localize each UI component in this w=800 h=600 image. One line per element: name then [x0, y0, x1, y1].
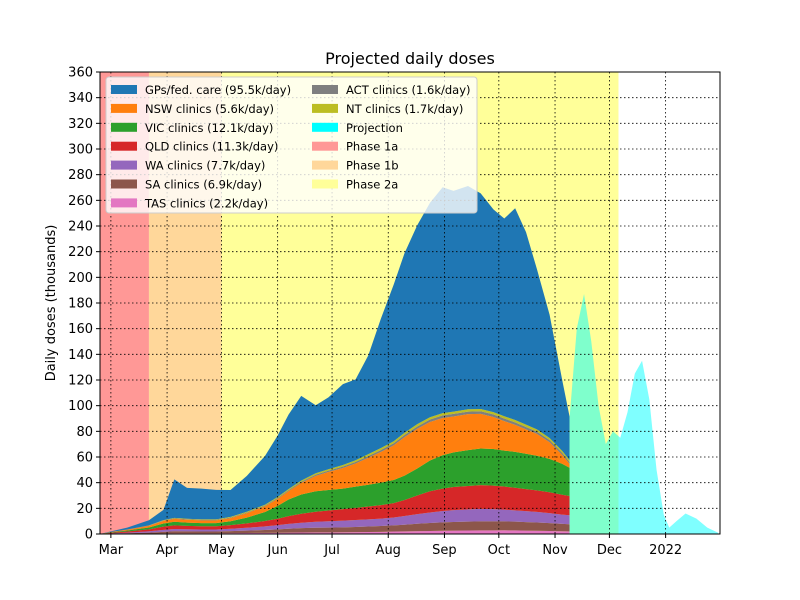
- series-area-3: [100, 508, 570, 534]
- y-axis-label: Daily doses (thousands): [44, 225, 59, 382]
- stacked-areas: [100, 185, 570, 534]
- x-tick-label: Dec: [597, 543, 622, 558]
- legend-box: [105, 76, 478, 214]
- series-area-1: [100, 530, 570, 534]
- x-tick-label: Aug: [376, 543, 401, 558]
- legend-swatch: [312, 122, 338, 132]
- series-area-2: [100, 521, 570, 534]
- projection-area: [569, 294, 719, 534]
- legend-swatch: [111, 141, 137, 151]
- legend-swatch: [111, 198, 137, 208]
- legend-swatch: [111, 103, 137, 113]
- legend-label: Phase 1a: [346, 140, 398, 154]
- y-tick-label: 120: [68, 374, 93, 389]
- y-tick-label: 140: [68, 348, 93, 363]
- legend-label: VIC clinics (12.1k/day): [145, 121, 273, 135]
- x-tick-label: Jun: [267, 543, 288, 558]
- y-tick-label: 200: [68, 271, 93, 286]
- projection-area-path: [569, 294, 719, 534]
- legend-swatch: [312, 141, 338, 151]
- series-area-6: [100, 413, 570, 534]
- chart-title: Projected daily doses: [325, 49, 495, 68]
- x-tick-label: Nov: [542, 543, 568, 558]
- legend-label: Phase 1b: [346, 159, 399, 173]
- x-tick-label: Apr: [156, 543, 179, 558]
- legend-label: TAS clinics (2.2k/day): [144, 196, 268, 210]
- y-tick-label: 360: [68, 66, 93, 81]
- y-tick-label: 260: [68, 194, 93, 209]
- x-tick-label: Jul: [323, 543, 340, 558]
- legend-swatch: [312, 160, 338, 170]
- y-tick-label: 180: [68, 297, 93, 312]
- x-axis-ticks: Mar Apr May Jun Jul Aug Sep Oct Nov Dec 2022: [99, 534, 682, 558]
- legend-label: NT clinics (1.7k/day): [346, 102, 463, 116]
- legend-swatch: [111, 179, 137, 189]
- x-tick-label: May: [208, 543, 235, 558]
- y-tick-label: 280: [68, 168, 93, 183]
- y-tick-label: 60: [76, 451, 93, 466]
- x-tick-label: Mar: [99, 543, 124, 558]
- legend-label: WA clinics (7.7k/day): [145, 159, 265, 173]
- series-area-5: [100, 448, 570, 534]
- legend-swatch: [312, 103, 338, 113]
- y-tick-label: 340: [68, 91, 93, 106]
- y-tick-label: 40: [76, 476, 93, 491]
- y-tick-label: 0: [85, 528, 93, 543]
- legend-label: SA clinics (6.9k/day): [145, 178, 262, 192]
- legend-label: QLD clinics (11.3k/day): [145, 140, 278, 154]
- x-tick-label: Sep: [432, 543, 457, 558]
- legend: GPs/fed. care (95.5k/day) NSW clinics (5.…: [105, 76, 478, 214]
- series-area-4: [100, 485, 570, 534]
- x-tick-label: 2022: [649, 543, 682, 558]
- y-tick-label: 20: [76, 502, 93, 517]
- y-tick-label: 80: [76, 425, 93, 440]
- series-area-9: [100, 185, 570, 534]
- legend-label: Projection: [346, 121, 403, 135]
- legend-swatch: [111, 85, 137, 94]
- legend-label: GPs/fed. care (95.5k/day): [145, 83, 291, 97]
- y-axis-ticks: 0 20 40 60 80 100 120 140 160 180 200 220 240 260 280 3…: [68, 66, 100, 543]
- y-tick-label: 220: [68, 245, 93, 260]
- legend-label: Phase 2a: [346, 178, 398, 192]
- legend-label: NSW clinics (5.6k/day): [145, 102, 274, 116]
- y-tick-label: 300: [68, 143, 93, 158]
- legend-swatch: [111, 122, 137, 132]
- x-tick-label: Oct: [488, 543, 510, 558]
- y-tick-label: 240: [68, 220, 93, 235]
- y-tick-label: 100: [68, 399, 93, 414]
- legend-label: ACT clinics (1.6k/day): [346, 83, 471, 97]
- legend-swatch: [312, 179, 338, 189]
- legend-swatch: [312, 85, 338, 94]
- y-tick-label: 320: [68, 117, 93, 132]
- y-tick-label: 160: [68, 322, 93, 337]
- legend-swatch: [111, 160, 137, 170]
